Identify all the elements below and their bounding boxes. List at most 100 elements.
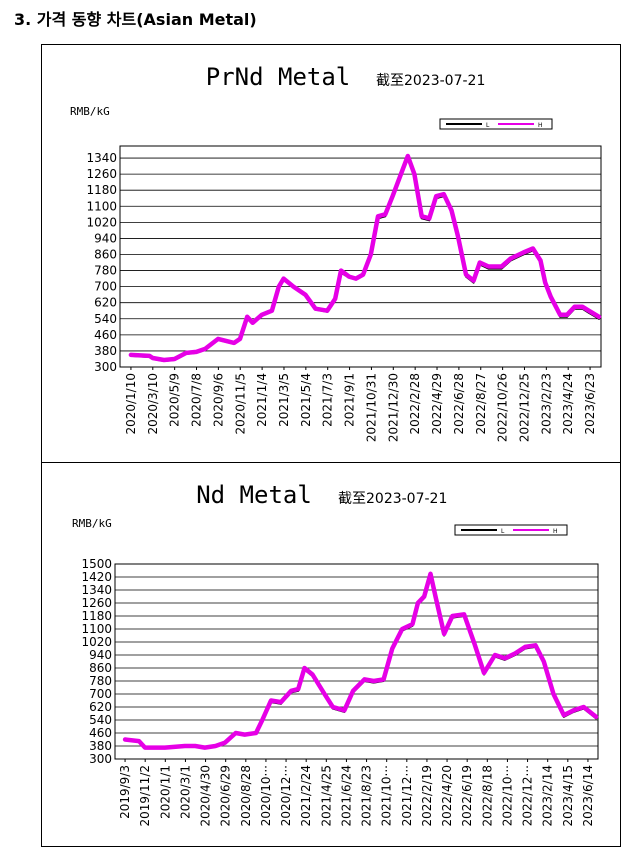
x-tick-label: 2021/7/3 (321, 373, 335, 427)
series-point-h (398, 174, 402, 178)
series-point-h (472, 642, 476, 646)
y-tick-label: 1180 (86, 183, 117, 197)
y-tick-label: 1340 (81, 583, 112, 597)
x-tick-label: 2022/12··· (521, 765, 535, 826)
y-tick-label: 1020 (81, 635, 112, 649)
x-tick-label: 2020/11/5 (233, 373, 247, 435)
x-tick-label: 2021/2/24 (299, 765, 313, 827)
series-point-h (203, 347, 207, 351)
y-axis-label: RMB/kG (70, 105, 110, 118)
x-tick-label: 2022/10/26 (496, 373, 510, 442)
y-tick-label: 620 (94, 296, 117, 310)
series-point-h (282, 277, 286, 281)
series-point-h (129, 353, 133, 357)
series-point-h (412, 172, 416, 176)
x-tick-label: 2022/4/29 (430, 373, 444, 435)
series-point-h (565, 313, 569, 317)
y-tick-label: 380 (89, 739, 112, 753)
legend-box (454, 524, 568, 536)
series-point-h (234, 731, 238, 735)
y-tick-label: 780 (94, 264, 117, 278)
series-point-h (183, 744, 187, 748)
chart-title: PrNd Metal (206, 63, 351, 91)
series-point-h (442, 632, 446, 636)
series-point-h (137, 739, 141, 743)
plot-area (119, 145, 602, 368)
series-point-h (428, 572, 433, 576)
legend-label-l: L (486, 122, 490, 129)
y-tick-label: 1340 (86, 151, 117, 165)
series-point-h (427, 216, 431, 220)
series-point-h (533, 643, 538, 647)
x-tick-label: 2022/8/27 (474, 373, 488, 435)
series-point-h (420, 214, 424, 218)
series-point-h (580, 305, 584, 309)
series-point-h (549, 295, 553, 299)
x-tick-label: 2022/12/25 (517, 373, 531, 442)
y-tick-label: 1260 (86, 167, 117, 181)
y-tick-label: 860 (94, 247, 117, 261)
series-point-h (482, 671, 486, 675)
y-tick-label: 700 (89, 687, 112, 701)
x-tick-label: 2022/10··· (500, 765, 514, 826)
chart-subtitle: 截至2023-07-21 (338, 491, 447, 507)
x-tick-label: 2020/7/8 (190, 373, 204, 427)
x-tick-label: 2023/2/23 (539, 373, 553, 435)
series-point-h (551, 692, 556, 696)
x-tick-label: 2022/6/19 (460, 765, 474, 827)
x-tick-label: 2021/10··· (380, 765, 394, 826)
x-tick-label: 2020/12··· (279, 765, 293, 826)
series-point-h (123, 737, 127, 742)
series-point-h (291, 285, 295, 289)
y-tick-label: 380 (94, 344, 117, 358)
series-point-h (260, 718, 264, 722)
series-point-h (331, 705, 335, 709)
x-tick-label: 2022/8/18 (480, 765, 494, 827)
series-point-h (243, 733, 247, 737)
series-point-h (410, 622, 415, 626)
y-tick-label: 300 (89, 752, 112, 766)
series-point-h (391, 194, 395, 198)
series-point-h (383, 212, 387, 216)
series-point-h (587, 309, 591, 313)
series-point-h (354, 277, 358, 281)
y-tick-label: 1260 (81, 596, 112, 610)
x-tick-label: 2022/2/19 (420, 765, 434, 827)
series-point-h (523, 645, 527, 649)
series-point-h (472, 279, 476, 283)
y-tick-label: 460 (89, 726, 112, 740)
x-tick-label: 2021/6/24 (339, 765, 353, 827)
series-point-h (362, 677, 366, 681)
series-point-h (582, 705, 586, 709)
series-point-h (594, 715, 598, 719)
series-point-h (464, 273, 468, 277)
prnd-metal-chart-panel: PrNd Metal 截至2023-07-21 RMB/kG L H 300 380 460 5… (41, 44, 621, 463)
series-point-h (509, 256, 513, 261)
series-point-h (172, 357, 177, 361)
x-tick-label: 2021/8/23 (360, 765, 374, 827)
x-tick-label: 2021/12··· (400, 765, 414, 826)
series-point-h (223, 741, 227, 745)
x-tick-label: 2020/5/9 (168, 373, 182, 427)
series-point-h (462, 612, 466, 616)
series-point-h (254, 731, 258, 735)
series-point-h (390, 646, 394, 651)
series-point-h (456, 234, 460, 238)
series-point-h (369, 252, 373, 257)
y-tick-label: 940 (89, 648, 112, 662)
series-point-h (558, 313, 562, 317)
x-tick-label: 2021/1/4 (255, 373, 269, 427)
series-point-h (521, 250, 525, 255)
series-point-h (147, 354, 152, 358)
series-point-h (269, 698, 273, 703)
series-point-h (325, 309, 329, 313)
series-point-h (422, 594, 426, 599)
series-point-h (194, 350, 198, 354)
series-point-h (478, 260, 482, 265)
series-point-h (486, 264, 491, 269)
x-tick-label: 2022/2/28 (408, 373, 422, 435)
series-point-h (361, 273, 365, 277)
y-tick-label: 700 (94, 280, 117, 294)
